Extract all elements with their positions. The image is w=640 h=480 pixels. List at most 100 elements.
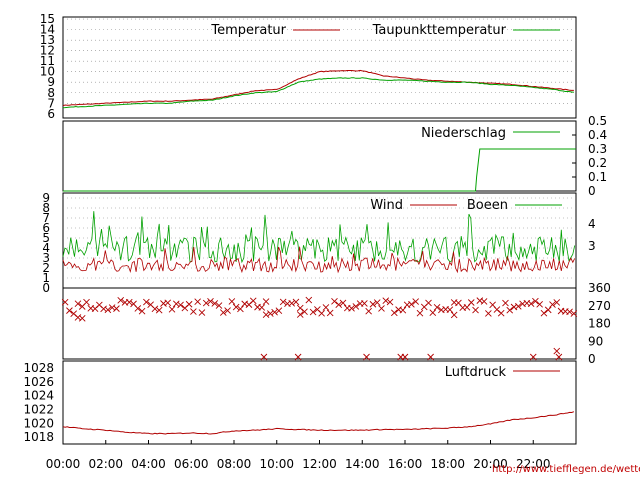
y-tick-label: 11 xyxy=(40,54,55,68)
direction-marker xyxy=(532,297,539,305)
panel-frame-temperature xyxy=(62,16,577,119)
direction-marker xyxy=(194,298,201,305)
panel-frame-wind_direction xyxy=(62,287,577,360)
legend-label: Luftdruck xyxy=(445,365,507,380)
direction-marker xyxy=(549,301,556,308)
y-tick-label: 1026 xyxy=(23,375,54,389)
direction-marker xyxy=(425,299,432,307)
y-tick-label: 1028 xyxy=(23,361,54,375)
y-tick-label: 1022 xyxy=(23,402,54,416)
direction-marker xyxy=(279,298,287,306)
direction-marker xyxy=(493,306,501,313)
direction-marker xyxy=(190,308,197,315)
direction-marker xyxy=(108,304,116,311)
x-tick-label: 02:00 xyxy=(88,457,123,471)
direction-marker xyxy=(288,299,296,307)
direction-marker xyxy=(219,309,227,316)
direction-marker xyxy=(433,303,441,311)
direction-marker xyxy=(78,315,86,322)
direction-marker xyxy=(570,310,578,317)
direction-marker xyxy=(211,300,219,307)
y-tick-label-right: 270 xyxy=(588,299,611,313)
direction-marker xyxy=(322,304,330,311)
direction-marker xyxy=(262,311,270,319)
y-tick-label: 13 xyxy=(40,33,55,47)
legend-label: Taupunkttemperatur xyxy=(372,23,507,38)
y-tick-label: 1020 xyxy=(23,416,54,430)
y-tick-label-right: 0 xyxy=(588,184,596,198)
direction-marker xyxy=(476,297,484,304)
direction-marker xyxy=(294,353,302,361)
y-tick-label: 8 xyxy=(47,86,55,100)
y-tick-label: 1024 xyxy=(23,389,54,403)
y-tick-label: 4 xyxy=(42,241,50,255)
y-tick-label: 10 xyxy=(40,65,55,79)
direction-marker xyxy=(369,300,377,308)
direction-marker xyxy=(544,306,552,314)
direction-marker xyxy=(305,296,313,304)
direction-marker xyxy=(506,306,514,314)
series-line-Wind xyxy=(62,246,576,274)
direction-marker xyxy=(61,298,69,306)
series-line-Taupunkttemperatur xyxy=(62,77,574,109)
direction-marker xyxy=(427,353,434,361)
direction-marker xyxy=(249,297,257,305)
direction-marker xyxy=(104,306,112,314)
y-tick-label-right: 0 xyxy=(588,352,596,366)
direction-marker xyxy=(529,353,537,361)
y-tick-label: 5 xyxy=(42,231,50,245)
direction-marker xyxy=(412,298,420,305)
direction-marker xyxy=(301,308,308,315)
direction-marker xyxy=(134,305,142,312)
direction-marker xyxy=(177,301,184,309)
series-line-Luftdruck xyxy=(62,411,575,435)
direction-marker xyxy=(296,304,304,312)
direction-marker xyxy=(309,308,317,316)
direction-marker xyxy=(138,307,146,315)
direction-marker xyxy=(260,353,268,361)
x-tick-label: 06:00 xyxy=(174,457,209,471)
y-tick-label: 9 xyxy=(42,191,50,205)
direction-marker xyxy=(185,300,193,308)
direction-marker xyxy=(215,302,223,309)
direction-marker xyxy=(566,308,573,316)
direction-marker xyxy=(399,306,407,314)
direction-marker xyxy=(502,299,509,307)
direction-marker xyxy=(241,300,249,308)
direction-marker xyxy=(267,310,274,317)
direction-marker xyxy=(540,309,548,317)
direction-marker xyxy=(446,306,454,314)
direction-marker xyxy=(335,301,343,308)
direction-marker xyxy=(467,299,475,306)
y-tick-label: 12 xyxy=(40,44,55,58)
y-tick-label: 7 xyxy=(47,96,55,110)
y-tick-label-right: 360 xyxy=(588,281,611,295)
direction-marker xyxy=(401,353,409,361)
y-tick-label-right: 0.5 xyxy=(588,114,607,128)
direction-marker xyxy=(365,307,372,315)
source-url[interactable]: http://www.tiefflegen.de/wetter/ xyxy=(492,464,640,475)
x-tick-label: 18:00 xyxy=(430,457,465,471)
y-tick-label-right: 4 xyxy=(588,217,596,231)
direction-marker xyxy=(373,299,381,306)
direction-marker xyxy=(386,298,394,306)
direction-marker xyxy=(228,298,236,305)
y-tick-label: 1018 xyxy=(23,430,54,444)
direction-marker xyxy=(339,299,347,307)
series-line-Boeen xyxy=(62,211,576,264)
direction-marker xyxy=(553,299,561,306)
direction-marker xyxy=(207,297,214,305)
x-tick-label: 22:00 xyxy=(516,457,551,471)
direction-marker xyxy=(510,303,518,311)
y-tick-label-right: 90 xyxy=(588,334,603,348)
direction-marker xyxy=(363,353,370,361)
y-tick-label: 6 xyxy=(47,107,55,121)
direction-marker xyxy=(480,298,488,305)
direction-marker xyxy=(66,307,73,314)
direction-marker xyxy=(555,353,563,361)
y-tick-label: 8 xyxy=(42,201,50,215)
direction-marker xyxy=(429,309,437,316)
direction-marker xyxy=(326,309,334,317)
direction-marker xyxy=(514,302,522,310)
